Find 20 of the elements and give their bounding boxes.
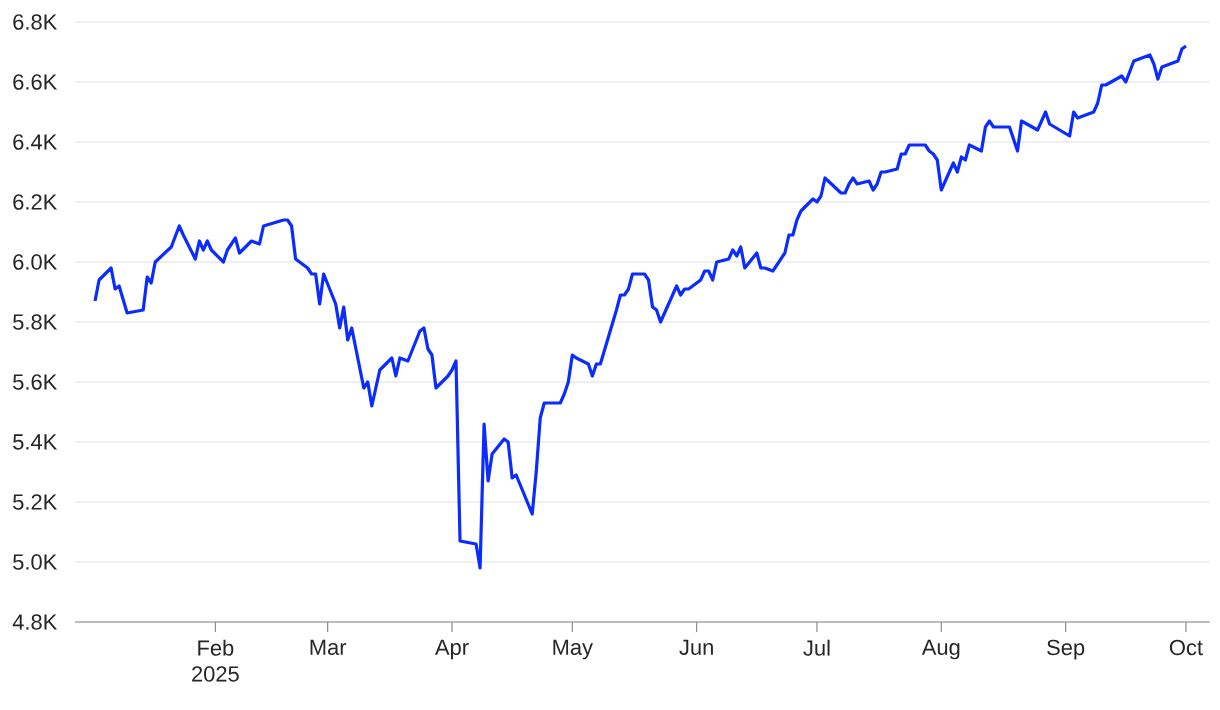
y-tick-label: 5.4K (13, 434, 58, 450)
x-tick-label: Oct (1169, 639, 1203, 656)
x-tick-label: Mar (310, 639, 347, 655)
x-tick-label: Jul (803, 639, 830, 656)
y-tick-label: 6.8K (13, 14, 58, 30)
x-tick-label: Jun (679, 639, 713, 655)
y-tick-label: 5.2K (13, 494, 58, 510)
y-tick-label: 6.0K (13, 254, 58, 270)
y-tick-label: 5.8K (13, 314, 58, 330)
y-tick-label: 4.8K (12, 614, 58, 630)
y-tick-label: 6.6K (13, 74, 58, 90)
y-tick-label: 5.6K (13, 374, 58, 390)
x-tick-label: Sep (1047, 639, 1085, 660)
y-tick-label: 5.0K (13, 554, 58, 570)
x-tick-label: May (553, 639, 593, 660)
y-tick-label: 6.2K (13, 194, 58, 210)
y-tick-label: 6.4K (13, 134, 58, 150)
x-tick-label: Apr (434, 639, 469, 660)
x-tick-label: Feb 2025 (192, 639, 239, 682)
x-tick-label: Aug (921, 639, 960, 660)
